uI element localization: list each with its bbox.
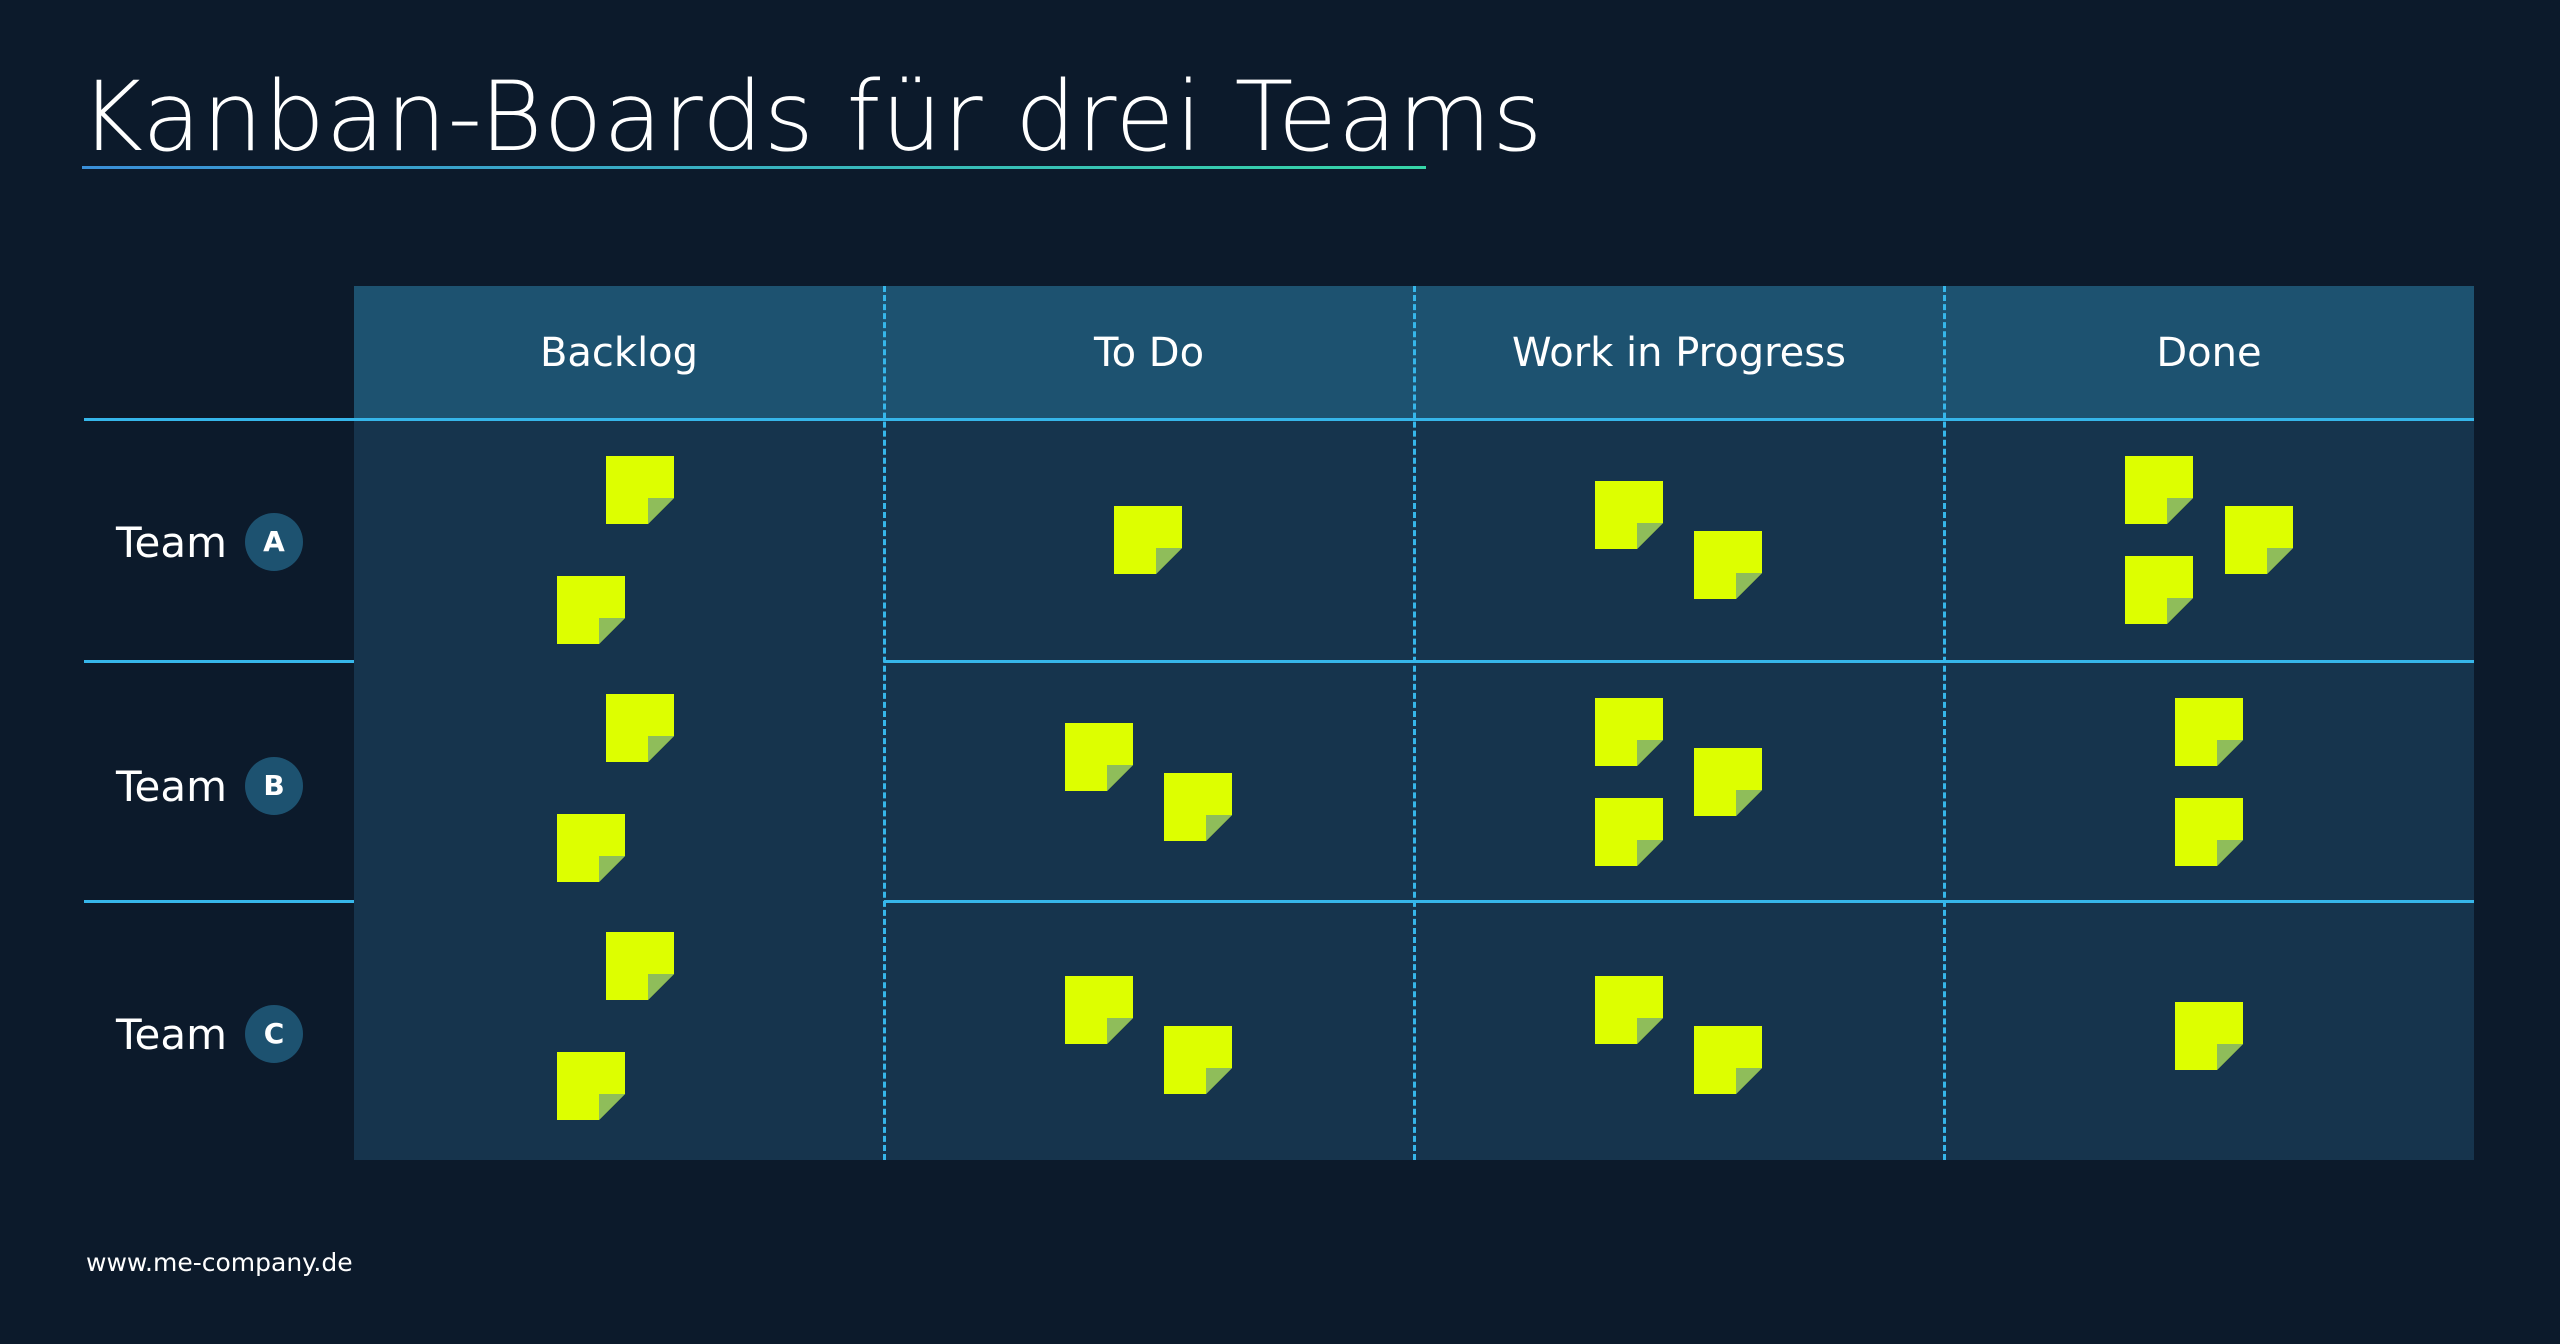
sticky-note-team-b-done	[2175, 798, 2243, 866]
team-badge: B	[245, 757, 304, 815]
row-label-text: Team	[116, 517, 228, 567]
sticky-note-team-c-wip	[1694, 1026, 1762, 1094]
sticky-note-team-b-wip	[1595, 698, 1663, 766]
sticky-note-team-c-backlog	[557, 1052, 625, 1120]
sticky-note-team-b-backlog	[557, 814, 625, 882]
column-header-done: Done	[2156, 330, 2262, 376]
column-divider	[883, 286, 886, 1160]
team-badge: C	[245, 1005, 304, 1063]
sticky-note-team-c-todo	[1164, 1026, 1232, 1094]
column-divider	[1943, 286, 1946, 1160]
row-label-team-a: Team A	[116, 512, 304, 572]
sticky-note-team-a-done	[2125, 556, 2193, 624]
sticky-note-team-b-backlog	[606, 694, 674, 762]
team-badge: A	[245, 513, 304, 571]
footer-url: www.me-company.de	[86, 1248, 353, 1277]
sticky-note-team-b-todo	[1065, 723, 1133, 791]
sticky-note-team-a-done	[2125, 456, 2193, 524]
sticky-note-team-a-wip	[1595, 481, 1663, 549]
row-label-text: Team	[116, 1009, 228, 1059]
row-divider-label	[84, 660, 354, 663]
column-header-todo: To Do	[1093, 330, 1205, 376]
sticky-note-team-c-wip	[1595, 976, 1663, 1044]
sticky-note-team-a-backlog	[606, 456, 674, 524]
column-header-wip: Work in Progress	[1512, 330, 1846, 376]
sticky-note-team-b-done	[2175, 698, 2243, 766]
sticky-note-team-b-todo	[1164, 773, 1232, 841]
sticky-note-team-a-wip	[1694, 531, 1762, 599]
row-divider-label	[84, 900, 354, 903]
title-underline	[82, 166, 1426, 169]
row-label-team-c: Team C	[116, 1004, 304, 1064]
sticky-note-team-c-todo	[1065, 976, 1133, 1044]
sticky-note-team-c-done	[2175, 1002, 2243, 1070]
row-label-team-b: Team B	[116, 756, 304, 816]
sticky-note-team-a-done	[2225, 506, 2293, 574]
page-title: Kanban-Boards für drei Teams	[80, 61, 1544, 173]
sticky-note-team-b-wip	[1595, 798, 1663, 866]
sticky-note-team-a-todo	[1114, 506, 1182, 574]
row-divider	[884, 660, 2474, 663]
row-divider	[884, 900, 2474, 903]
header-row-line	[84, 418, 2474, 421]
sticky-note-team-a-backlog	[557, 576, 625, 644]
row-label-text: Team	[116, 761, 228, 811]
sticky-note-team-b-wip	[1694, 748, 1762, 816]
column-header-backlog: Backlog	[539, 330, 699, 376]
sticky-note-team-c-backlog	[606, 932, 674, 1000]
column-divider	[1413, 286, 1416, 1160]
